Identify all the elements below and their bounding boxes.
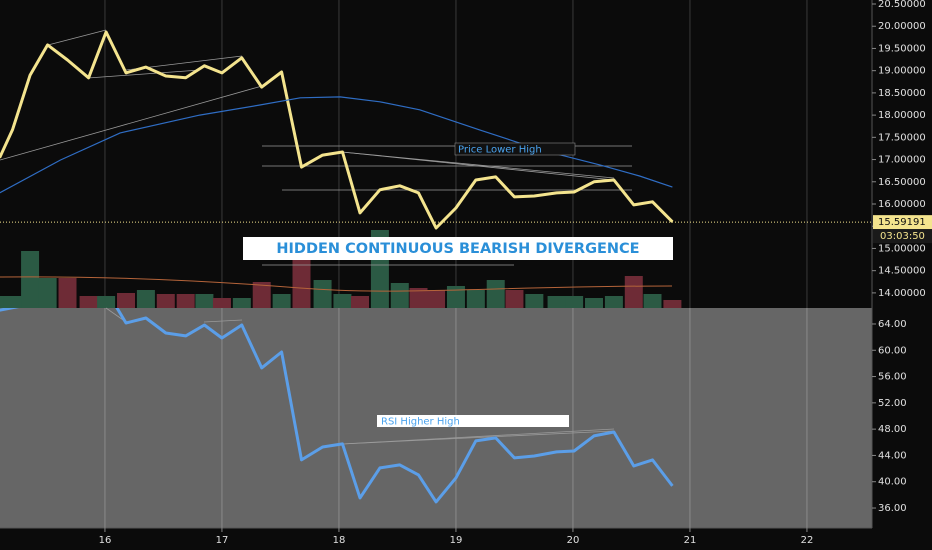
volume-bar xyxy=(136,290,155,308)
annotation: Price Lower High xyxy=(458,145,542,156)
x-tick-label: 16 xyxy=(99,535,112,546)
volume-bar xyxy=(3,296,22,308)
series-line xyxy=(0,308,674,504)
volume-bar xyxy=(643,294,662,308)
x-tick-label: 18 xyxy=(333,535,346,546)
volume-bar xyxy=(466,290,485,308)
volume-bar xyxy=(390,283,409,308)
volume-bar xyxy=(117,293,136,308)
volume-bar xyxy=(38,278,57,308)
volume-bar xyxy=(525,294,544,308)
volume-bar xyxy=(195,294,214,308)
x-tick-label: 21 xyxy=(684,535,697,546)
annotation-box xyxy=(454,142,576,156)
countdown-label: 03:03:50 xyxy=(880,231,925,242)
volume-bar xyxy=(351,296,370,308)
y-tick-label: 17.50000 xyxy=(878,132,926,143)
x-tick-label: 19 xyxy=(450,535,463,546)
annotation: HIDDEN CONTINUOUS BEARISH DIVERGENCE xyxy=(276,241,639,257)
y-tick-label: 20.50000 xyxy=(878,0,926,10)
last-price-box xyxy=(873,215,932,230)
volume-bar xyxy=(97,296,116,308)
volume-bar xyxy=(232,298,251,308)
volume-bar xyxy=(58,278,77,308)
pane-lines xyxy=(0,30,674,230)
volume-bar xyxy=(272,294,291,308)
volume-bar xyxy=(292,256,311,308)
y-tick-label: 44.00 xyxy=(878,450,907,461)
volume-bar xyxy=(585,298,604,308)
x-tick-label: 17 xyxy=(216,535,229,546)
y-tick-label: 20.00000 xyxy=(878,21,926,32)
volume-bar xyxy=(604,296,623,308)
y-tick-label: 19.50000 xyxy=(878,43,926,54)
y-tick-label: 48.00 xyxy=(878,424,907,435)
volume-bar xyxy=(252,282,271,308)
series-line xyxy=(0,96,673,194)
volume-bar xyxy=(156,294,175,308)
y-tick-label: 40.00 xyxy=(878,477,907,488)
y-tick-label: 14.00000 xyxy=(878,288,926,299)
annotation: RSI Higher High xyxy=(381,417,460,428)
x-tick-label: 20 xyxy=(567,535,580,546)
y-tick-label: 52.00 xyxy=(878,398,907,409)
lines xyxy=(0,30,674,504)
y-tick-label: 60.00 xyxy=(878,345,907,356)
volume-bar xyxy=(547,296,566,308)
volume-bar xyxy=(565,296,584,308)
series-line xyxy=(0,30,674,230)
y-tick-label: 18.00000 xyxy=(878,110,926,121)
last-price-label: 15.59191 xyxy=(878,217,926,228)
countdown-box xyxy=(873,229,932,244)
y-tick-label: 17.00000 xyxy=(878,155,926,166)
volume-bar xyxy=(505,290,524,308)
y-tick-label: 19.00000 xyxy=(878,66,926,77)
volume-bar xyxy=(333,294,352,308)
axes: 16 17 18 19 20 21 22 14.00000 14.50000 15.00000 15… xyxy=(99,0,932,546)
y-tick-label: 56.00 xyxy=(878,372,907,383)
volume-average xyxy=(0,276,673,292)
volume-bar xyxy=(624,276,643,308)
volume-bar xyxy=(446,286,465,308)
y-tick-label: 15.00000 xyxy=(878,243,926,254)
volume-bar xyxy=(427,290,446,308)
volume-bar xyxy=(212,298,231,308)
y-tick-label: 36.00 xyxy=(878,503,907,514)
y-tick-label: 14.50000 xyxy=(878,266,926,277)
volume-bar xyxy=(663,300,682,308)
y-tick-label: 64.00 xyxy=(878,319,907,330)
volume-bar xyxy=(21,251,40,308)
volume-bar xyxy=(486,280,505,308)
x-tick-label: 22 xyxy=(801,535,814,546)
volume-bar xyxy=(313,280,332,308)
annotation-box xyxy=(377,415,569,427)
y-tick-label: 18.50000 xyxy=(878,88,926,99)
volume-bar xyxy=(79,296,98,308)
trend-lines xyxy=(0,29,632,445)
volume xyxy=(0,230,682,308)
pane-lines xyxy=(0,308,674,504)
volume-bar xyxy=(409,288,428,308)
volume-bar xyxy=(176,294,195,308)
y-tick-label: 16.50000 xyxy=(878,177,926,188)
y-tick-label: 16.00000 xyxy=(878,199,926,210)
annotation-box xyxy=(243,237,673,260)
